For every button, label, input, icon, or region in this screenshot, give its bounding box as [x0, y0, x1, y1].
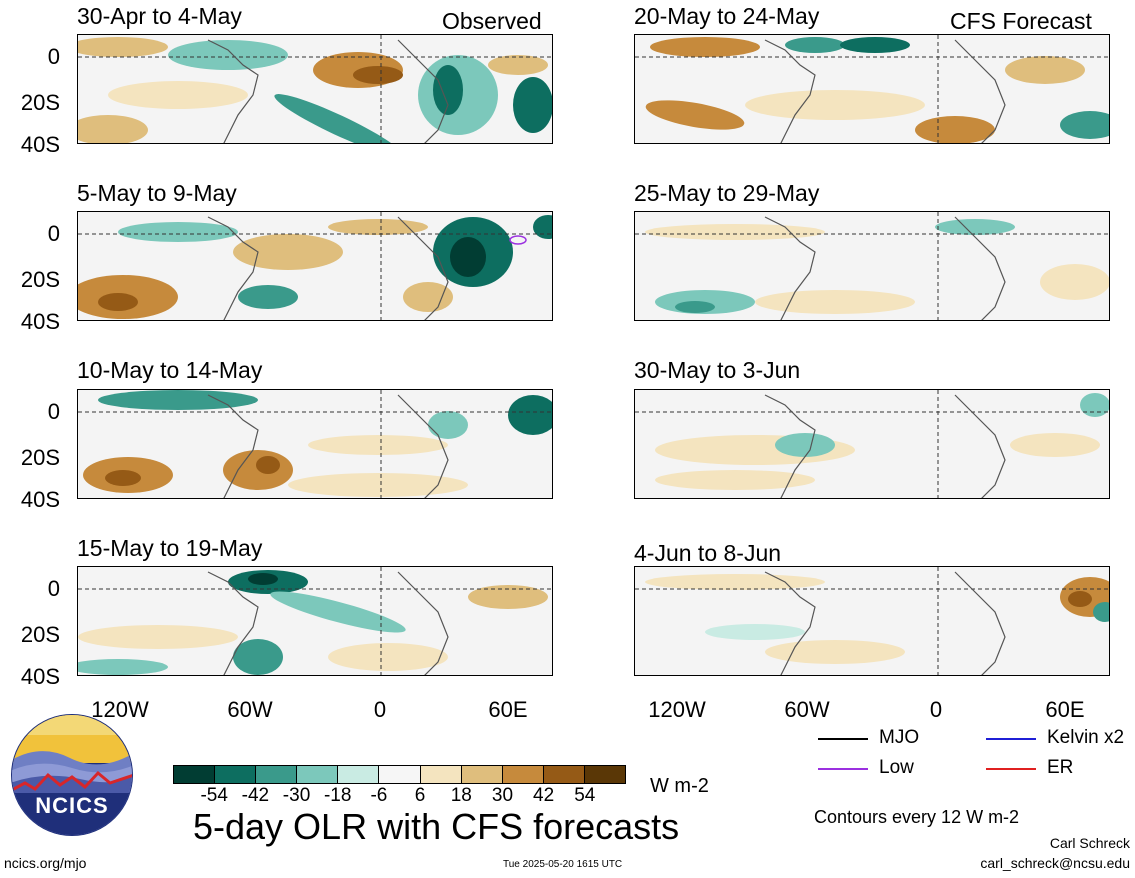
- observed-label: Observed: [442, 8, 542, 34]
- panel-title-8: 4-Jun to 8-Jun: [634, 540, 782, 566]
- colorbar-labels: -54 -42 -30 -18 -6 6 18 30 42 54: [173, 785, 626, 809]
- legend-line-low: [818, 768, 868, 770]
- site-url[interactable]: ncics.org/mjo: [4, 855, 87, 871]
- lon-label-0: 0: [373, 697, 387, 722]
- map-panel-observed-2: [77, 211, 553, 321]
- colorbar-tick-label: -42: [241, 785, 270, 806]
- ncics-logo: NCICS: [10, 713, 134, 837]
- lat-label-0: 0: [47, 576, 60, 601]
- lat-label-0: 0: [47, 399, 60, 424]
- lat-label-0: 0: [47, 221, 60, 246]
- lon-label-60w: 60W: [227, 697, 273, 722]
- colorbar-swatch: [378, 766, 420, 783]
- map-panel-forecast-2: [634, 211, 1110, 321]
- panel-title-4: 15-May to 19-May: [77, 535, 263, 561]
- legend-label-mjo: MJO: [879, 727, 920, 748]
- lat-label-40s: 40S: [20, 132, 60, 157]
- map-panel-forecast-1: [634, 34, 1110, 144]
- olr-map-1: [78, 35, 552, 143]
- colorbar-swatch: [501, 766, 543, 783]
- map-panel-observed-3: [77, 389, 553, 499]
- legend-label-kelvin: Kelvin x2: [1047, 727, 1125, 748]
- logo-graphic: [11, 714, 133, 836]
- panel-title-6: 25-May to 29-May: [634, 180, 820, 206]
- legend-line-kelvin: [986, 738, 1036, 740]
- legend-label-er: ER: [1047, 757, 1074, 778]
- colorbar-swatch: [542, 766, 584, 783]
- olr-map-7: [635, 390, 1109, 498]
- olr-map-6: [635, 212, 1109, 320]
- colorbar: [173, 765, 626, 784]
- forecast-label: CFS Forecast: [950, 8, 1092, 34]
- colorbar-tick-label: 18: [450, 785, 472, 806]
- colorbar-swatch: [460, 766, 502, 783]
- colorbar-tick-label: 6: [414, 785, 426, 806]
- legend-label-low: Low: [879, 757, 914, 778]
- colorbar-tick-label: -6: [370, 785, 388, 806]
- colorbar-swatch: [583, 766, 626, 783]
- colorbar-swatch: [255, 766, 297, 783]
- lat-label-20s: 20S: [20, 90, 60, 115]
- colorbar-units: W m-2: [650, 775, 709, 797]
- author-email[interactable]: carl_schreck@ncsu.edu: [980, 855, 1130, 871]
- olr-map-3: [78, 390, 552, 498]
- logo-text: NCICS: [35, 793, 109, 818]
- lat-label-40s: 40S: [20, 487, 60, 512]
- panel-title-7: 30-May to 3-Jun: [634, 357, 801, 383]
- colorbar-tick-label: -30: [282, 785, 311, 806]
- lon-label-120w: 120W: [91, 697, 149, 722]
- colorbar-tick-label: 42: [533, 785, 555, 806]
- olr-map-5: [635, 35, 1109, 143]
- lat-label-20s: 20S: [20, 267, 60, 292]
- panel-title-5: 20-May to 24-May: [634, 3, 820, 29]
- lon-label-60e: 60E: [1045, 697, 1085, 722]
- panel-title-2: 5-May to 9-May: [77, 180, 237, 206]
- contours-note: Contours every 12 W m-2: [814, 807, 1020, 827]
- colorbar-tick-label: -54: [200, 785, 228, 806]
- colorbar-tick-label: 54: [574, 785, 596, 806]
- colorbar-tick-label: -18: [323, 785, 352, 806]
- olr-map-4: [78, 567, 552, 675]
- lon-label-60w: 60W: [784, 697, 830, 722]
- lon-label-60e: 60E: [488, 697, 528, 722]
- colorbar-swatch: [214, 766, 256, 783]
- main-title: 5-day OLR with CFS forecasts: [193, 806, 680, 847]
- lat-label-0: 0: [47, 44, 60, 69]
- colorbar-swatch: [174, 766, 215, 783]
- panel-title-3: 10-May to 14-May: [77, 357, 263, 383]
- colorbar-swatch: [337, 766, 379, 783]
- olr-map-2: [78, 212, 552, 320]
- legend-line-mjo: [818, 738, 868, 740]
- lat-label-20s: 20S: [20, 622, 60, 647]
- map-panel-forecast-4: [634, 566, 1110, 676]
- panel-title-1: 30-Apr to 4-May: [77, 3, 242, 29]
- lon-label-0: 0: [929, 697, 943, 722]
- map-panel-observed-1: [77, 34, 553, 144]
- lat-label-40s: 40S: [20, 309, 60, 334]
- legend-line-er: [986, 768, 1036, 770]
- map-panel-observed-4: [77, 566, 553, 676]
- olr-map-8: [635, 567, 1109, 675]
- lon-label-120w: 120W: [648, 697, 706, 722]
- lat-label-40s: 40S: [20, 664, 60, 689]
- colorbar-tick-label: 30: [491, 785, 514, 806]
- timestamp: Tue 2025-05-20 1615 UTC: [503, 859, 623, 870]
- colorbar-swatch: [296, 766, 338, 783]
- lat-label-20s: 20S: [20, 445, 60, 470]
- map-panel-forecast-3: [634, 389, 1110, 499]
- author-name: Carl Schreck: [1049, 835, 1130, 851]
- colorbar-swatch: [419, 766, 461, 783]
